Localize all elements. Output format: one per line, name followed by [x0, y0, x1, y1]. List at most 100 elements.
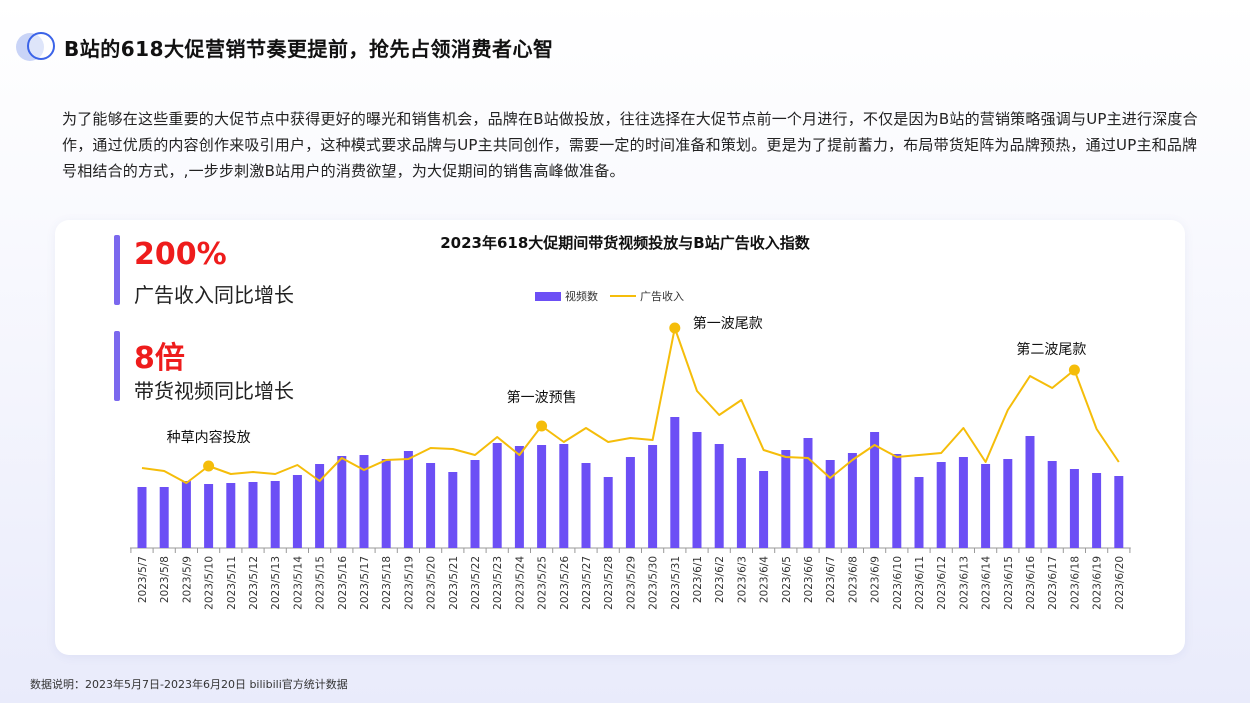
page-title: B站的618大促营销节奏更提前，抢先占领消费者心智 — [64, 36, 554, 61]
annotation-label: 第一波预售 — [507, 389, 577, 406]
bar-mark — [1047, 461, 1057, 548]
ad-revenue-line — [141, 327, 1120, 484]
x-tick-label: 2023/5/25 — [537, 556, 549, 610]
x-tick-label: 2023/5/12 — [248, 556, 260, 610]
bar-mark — [559, 444, 569, 548]
stat-value: 8倍 — [134, 341, 185, 376]
legend-label-videos: 视频数 — [565, 290, 598, 303]
x-tick-label: 2023/6/7 — [825, 556, 837, 603]
bar-mark — [670, 417, 680, 548]
x-tick-label: 2023/5/13 — [270, 556, 282, 610]
legend-swatch-bar — [535, 291, 561, 301]
x-tick-label: 2023/6/8 — [847, 556, 859, 603]
stat-label: 广告收入同比增长 — [134, 283, 294, 307]
x-tick-label: 2023/6/4 — [759, 556, 771, 603]
x-tick-label: 2023/6/18 — [1069, 556, 1081, 610]
x-tick-label: 2023/5/14 — [292, 556, 304, 610]
chart-title: 2023年618大促期间带货视频投放与B站广告收入指数 — [440, 234, 810, 252]
x-tick-label: 2023/5/31 — [670, 556, 682, 610]
bar-mark — [248, 482, 258, 548]
bar-mark — [137, 487, 147, 548]
bar-mark — [736, 458, 746, 548]
x-tick-label: 2023/5/19 — [403, 556, 415, 610]
bar-mark — [648, 445, 658, 548]
x-tick-label: 2023/6/5 — [781, 556, 793, 603]
bar-mark — [958, 457, 968, 548]
bar-mark — [1003, 459, 1013, 548]
x-tick-label: 2023/5/11 — [226, 556, 238, 610]
bar-mark — [403, 451, 413, 548]
bar-mark — [159, 487, 169, 548]
bar-mark — [759, 471, 769, 548]
bar-mark — [204, 484, 214, 548]
x-tick-label: 2023/6/12 — [936, 556, 948, 610]
x-tick-label: 2023/5/18 — [381, 556, 393, 610]
x-tick-label: 2023/6/20 — [1114, 556, 1126, 610]
footnote: 数据说明：2023年5月7日-2023年6月20日 bilibili官方统计数据 — [30, 678, 348, 691]
x-tick-label: 2023/6/15 — [1003, 556, 1015, 610]
bar-mark — [315, 464, 325, 548]
annotation-label: 第二波尾款 — [1016, 341, 1086, 358]
x-tick-label: 2023/5/9 — [181, 556, 193, 603]
x-tick-label: 2023/6/3 — [736, 556, 748, 603]
stat-accent-bar — [114, 331, 120, 401]
x-tick-label: 2023/5/20 — [426, 556, 438, 610]
bar-mark — [1069, 469, 1079, 548]
annotation-point — [536, 420, 548, 432]
x-tick-label: 2023/5/26 — [559, 556, 571, 610]
x-tick-label: 2023/6/11 — [914, 556, 926, 610]
x-tick-label: 2023/6/10 — [892, 556, 904, 610]
bar-mark — [1114, 476, 1124, 548]
bar-mark — [492, 443, 502, 548]
annotation-point — [669, 322, 681, 334]
stat-value: 200% — [134, 237, 227, 272]
bar-mark — [537, 445, 547, 548]
annotation-point — [1068, 364, 1080, 376]
x-tick-label: 2023/5/8 — [159, 556, 171, 603]
bar-mark — [581, 463, 591, 548]
x-tick-label: 2023/5/22 — [470, 556, 482, 610]
legend-label-ad-revenue: 广告收入 — [640, 290, 684, 303]
circles-logo-icon — [16, 30, 60, 64]
bar-mark — [714, 444, 724, 548]
stat-accent-bar — [114, 235, 120, 305]
bar-mark — [514, 446, 524, 548]
bar-mark — [292, 475, 302, 548]
bar-mark — [781, 450, 791, 548]
bar-mark — [847, 453, 857, 548]
bar-mark — [1025, 436, 1035, 548]
bar-mark — [825, 460, 835, 548]
bar-mark — [226, 483, 236, 548]
x-tick-label: 2023/5/15 — [315, 556, 327, 610]
x-tick-label: 2023/5/16 — [337, 556, 349, 610]
legend-swatch-line — [610, 295, 636, 297]
bar-mark — [470, 460, 480, 548]
x-tick-label: 2023/6/16 — [1025, 556, 1037, 610]
annotation-point — [203, 460, 215, 472]
x-tick-label: 2023/6/13 — [958, 556, 970, 610]
x-tick-label: 2023/5/17 — [359, 556, 371, 610]
annotation-label: 第一波尾款 — [693, 315, 763, 332]
bar-mark — [625, 457, 635, 548]
x-tick-label: 2023/5/28 — [603, 556, 615, 610]
stat-label: 带货视频同比增长 — [134, 379, 294, 403]
x-tick-label: 2023/6/19 — [1092, 556, 1104, 610]
intro-paragraph: 为了能够在这些重要的大促节点中获得更好的曝光和销售机会，品牌在B站做投放，往往选… — [62, 110, 1198, 180]
x-tick-label: 2023/6/2 — [714, 556, 726, 603]
bar-mark — [448, 472, 458, 548]
bar-mark — [381, 459, 391, 548]
bar-mark — [426, 463, 436, 548]
x-tick-label: 2023/5/7 — [137, 556, 149, 603]
bar-mark — [270, 481, 280, 548]
x-tick-label: 2023/6/14 — [981, 556, 993, 610]
bar-mark — [692, 432, 702, 548]
annotation-label: 种草内容投放 — [167, 429, 251, 446]
x-tick-label: 2023/5/29 — [625, 556, 637, 610]
x-tick-label: 2023/6/17 — [1047, 556, 1059, 610]
bar-mark — [892, 454, 902, 548]
bar-mark — [1092, 473, 1102, 548]
bar-mark — [181, 481, 191, 548]
bar-mark — [337, 456, 347, 548]
x-tick-label: 2023/5/10 — [204, 556, 216, 610]
